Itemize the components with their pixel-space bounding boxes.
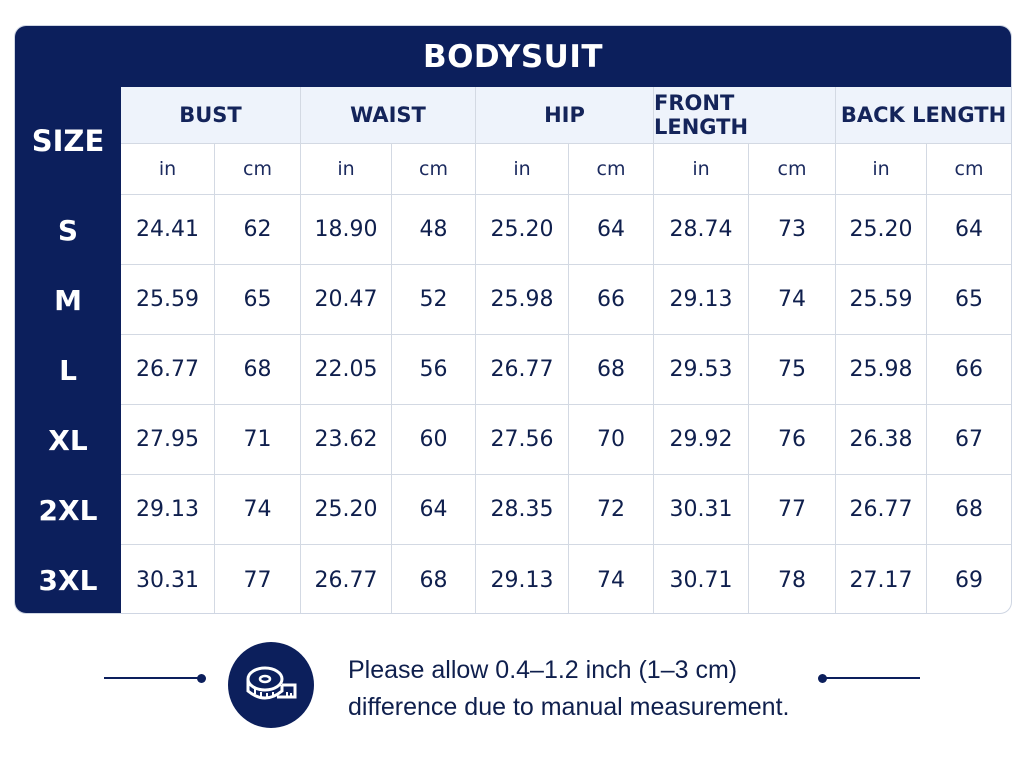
unit-waist-cm: cm (392, 144, 476, 195)
cell-xl-front-length-in: 29.92 (654, 405, 749, 475)
size-column: SIZE S M L XL 2XL 3XL (15, 87, 121, 613)
cell-3xl-back-length-cm: 69 (955, 567, 983, 593)
size-label-xl: XL (48, 423, 88, 457)
unit-bust-in: in (121, 144, 215, 195)
cell-s-hip-in: 25.20 (476, 195, 569, 265)
cell-3xl-waist-cm: 68 (392, 545, 476, 613)
header-hip: HIP (476, 87, 654, 144)
cell-2xl-front-length-in: 30.31 (654, 475, 749, 545)
cell-2xl-waist-cm: 64 (392, 475, 476, 545)
cell-s-waist-cm: 48 (392, 195, 476, 265)
cell-s-front-length-in: 28.74 (654, 195, 749, 265)
unit-front-length-in: in (654, 144, 749, 195)
cell-m-waist-in: 20.47 (301, 265, 392, 335)
unit-back-length-cm: cm (927, 144, 1011, 195)
cell-s-back-length-in: 25.20 (836, 195, 927, 265)
left-divider-dot (197, 674, 206, 683)
cell-s-hip-cm: 64 (569, 195, 654, 265)
cell-l-front-length-in: 29.53 (654, 335, 749, 405)
note-line-1: Please allow 0.4–1.2 inch (1–3 cm) (348, 656, 738, 684)
cell-2xl-bust-cm: 74 (215, 475, 301, 545)
cell-2xl-front-length-cm: 77 (749, 475, 836, 545)
cell-l-hip-cm: 68 (569, 335, 654, 405)
cell-l-front-length-cm: 75 (749, 335, 836, 405)
size-chart-card: BODYSUIT SIZE S M L XL 2XL 3XL BUST in 24.41 25.… (14, 25, 1012, 614)
cell-3xl-hip-in: 29.13 (476, 545, 569, 613)
cell-xl-bust-in: 27.95 (121, 405, 215, 475)
unit-hip-cm: cm (569, 144, 654, 195)
cell-2xl-waist-in: 25.20 (301, 475, 392, 545)
cell-xl-back-length-in: 26.38 (836, 405, 927, 475)
header-back-length: BACK LENGTH (836, 87, 1011, 144)
cell-l-waist-cm: 56 (392, 335, 476, 405)
cell-2xl-hip-cm: 72 (569, 475, 654, 545)
right-divider-line (824, 677, 920, 679)
cell-2xl-back-length-in: 26.77 (836, 475, 927, 545)
cell-s-bust-in: 24.41 (121, 195, 215, 265)
cell-xl-back-length-cm: 67 (927, 405, 1011, 475)
cell-s-waist-in: 18.90 (301, 195, 392, 265)
measurement-note: Please allow 0.4–1.2 inch (1–3 cm) diffe… (0, 640, 1024, 740)
unit-front-length-cm: cm (749, 144, 836, 195)
cell-l-hip-in: 26.77 (476, 335, 569, 405)
size-label-s: S (57, 213, 79, 247)
cell-s-bust-cm: 62 (215, 195, 301, 265)
cell-l-back-length-in: 25.98 (836, 335, 927, 405)
measurement-table: BUST in 24.41 25.59 26.77 27.95 29.13 30.31 cm 62… (121, 87, 1011, 613)
size-label-l: L (59, 353, 77, 387)
chart-title: BODYSUIT (15, 26, 1011, 87)
cell-xl-waist-cm: 60 (392, 405, 476, 475)
header-waist: WAIST (301, 87, 476, 144)
header-front-length: FRONT LENGTH (654, 87, 836, 144)
cell-2xl-hip-in: 28.35 (476, 475, 569, 545)
cell-s-back-length-cm: 64 (927, 195, 1011, 265)
measuring-tape-icon (228, 642, 314, 728)
cell-xl-hip-in: 27.56 (476, 405, 569, 475)
note-line-2: difference due to manual measurement. (348, 693, 790, 721)
cell-xl-front-length-cm: 76 (749, 405, 836, 475)
cell-3xl-bust-cm: 77 (215, 545, 301, 613)
cell-3xl-waist-in: 26.77 (301, 545, 392, 613)
cell-3xl-back-length-in: 27.17 (836, 545, 927, 613)
size-label-3xl: 3XL (38, 563, 98, 597)
size-label-2xl: 2XL (38, 493, 98, 527)
cell-2xl-bust-in: 29.13 (121, 475, 215, 545)
cell-2xl-back-length-cm: 68 (927, 475, 1011, 545)
cell-l-bust-in: 26.77 (121, 335, 215, 405)
cell-3xl-hip-cm: 74 (569, 545, 654, 613)
header-bust: BUST (121, 87, 301, 144)
unit-back-length-in: in (836, 144, 927, 195)
cell-l-waist-in: 22.05 (301, 335, 392, 405)
cell-m-hip-cm: 66 (569, 265, 654, 335)
note-text: Please allow 0.4–1.2 inch (1–3 cm) diffe… (348, 652, 818, 726)
cell-l-back-length-cm: 66 (927, 335, 1011, 405)
unit-bust-cm: cm (215, 144, 301, 195)
cell-l-bust-cm: 68 (215, 335, 301, 405)
right-divider-dot (818, 674, 827, 683)
cell-m-hip-in: 25.98 (476, 265, 569, 335)
unit-hip-in: in (476, 144, 569, 195)
left-divider-line (104, 677, 200, 679)
size-label-m: M (54, 283, 82, 317)
cell-m-bust-in: 25.59 (121, 265, 215, 335)
cell-3xl-front-length-cm: 78 (749, 545, 836, 613)
unit-waist-in: in (301, 144, 392, 195)
cell-m-waist-cm: 52 (392, 265, 476, 335)
cell-3xl-front-length-in: 30.71 (654, 545, 749, 613)
cell-s-front-length-cm: 73 (749, 195, 836, 265)
cell-xl-bust-cm: 71 (215, 405, 301, 475)
cell-m-back-length-in: 25.59 (836, 265, 927, 335)
cell-m-back-length-cm: 65 (927, 265, 1011, 335)
cell-xl-waist-in: 23.62 (301, 405, 392, 475)
size-header: SIZE (31, 124, 105, 158)
cell-m-bust-cm: 65 (215, 265, 301, 335)
cell-3xl-bust-in: 30.31 (121, 545, 215, 613)
cell-m-front-length-cm: 74 (749, 265, 836, 335)
cell-m-front-length-in: 29.13 (654, 265, 749, 335)
cell-xl-hip-cm: 70 (569, 405, 654, 475)
